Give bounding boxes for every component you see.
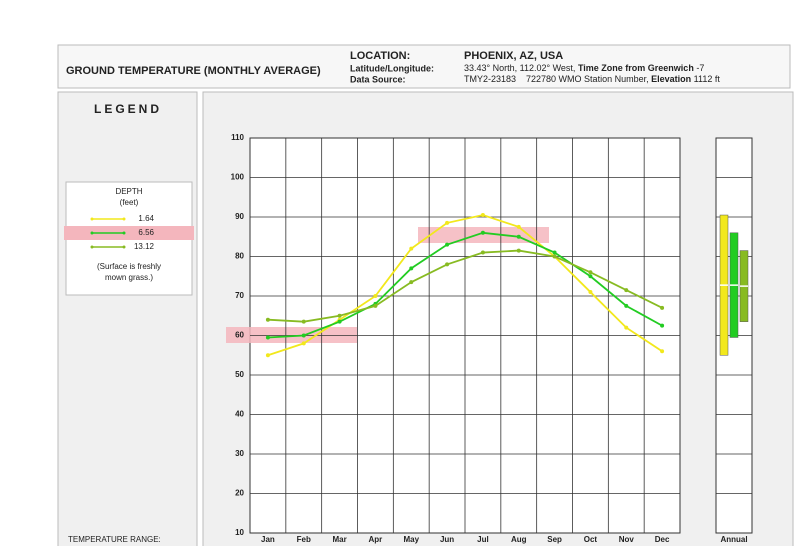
x-tick-label: Nov: [619, 535, 635, 544]
series-line: [267, 249, 663, 323]
point: [337, 313, 342, 318]
legend-swatch: [90, 245, 94, 249]
x-tick-label: Sep: [547, 535, 562, 544]
y-tick-label: 110: [231, 133, 244, 142]
source-label: Data Source:: [350, 74, 406, 84]
x-tick-label: Annual: [720, 535, 747, 544]
source: TMY2-23183 722780 WMO Station Number,: [464, 74, 649, 84]
header-box: [57, 44, 791, 89]
point: [409, 246, 414, 251]
x-tick-label: Dec: [655, 535, 670, 544]
location-label: LOCATION:: [350, 50, 410, 62]
source-line: TMY2-23183 722780 WMO Station Number, El…: [464, 74, 720, 84]
legend-unit: (feet): [120, 198, 139, 207]
legend-label: 13.12: [134, 242, 155, 251]
latlon-line: 33.43° North, 112.02° West, Time Zone fr…: [464, 63, 704, 73]
point: [480, 213, 485, 218]
legend-swatch: [90, 231, 94, 235]
highlight: [418, 227, 549, 243]
point: [301, 341, 306, 346]
point: [373, 294, 378, 298]
point: [265, 335, 270, 340]
point: [373, 303, 378, 308]
title: GROUND TEMPERATURE (MONTHLY AVERAGE): [66, 65, 321, 77]
point: [409, 266, 414, 271]
y-tick-label: 90: [235, 212, 244, 221]
point: [301, 333, 306, 338]
x-tick-label: Feb: [297, 535, 311, 544]
tz-value: -7: [696, 63, 704, 73]
legend-note: mown grass.): [105, 273, 153, 282]
elevation-label: Elevation: [651, 74, 691, 84]
y-tick-label: 20: [235, 489, 244, 498]
y-tick-label: 60: [235, 331, 244, 340]
point: [588, 270, 593, 275]
range-label: TEMPERATURE RANGE:: [68, 535, 161, 544]
point: [445, 220, 450, 225]
point: [301, 319, 306, 324]
location: PHOENIX, AZ, USA: [464, 50, 563, 62]
x-tick-label: Oct: [584, 535, 598, 544]
point: [409, 280, 414, 285]
point: [265, 317, 270, 322]
point: [265, 353, 270, 358]
highlight: [226, 327, 357, 343]
point: [588, 274, 593, 279]
y-tick-label: 50: [235, 370, 244, 379]
point: [480, 230, 485, 235]
series-line: [267, 231, 663, 339]
point: [552, 254, 557, 259]
legend-label: 1.64: [138, 214, 154, 223]
legend-swatch: [90, 217, 94, 221]
point: [516, 248, 521, 253]
point: [480, 250, 485, 255]
legend-title: LEGEND: [94, 102, 162, 116]
x-tick-label: Mar: [332, 535, 346, 544]
x-tick-label: Jan: [261, 535, 275, 544]
point: [588, 290, 593, 295]
point: [516, 224, 521, 229]
latlon: 33.43° North, 112.02° West,: [464, 63, 575, 73]
left-panel: [57, 91, 198, 551]
latlon-label: Latitude/Longitude:: [350, 63, 434, 73]
point: [660, 349, 665, 354]
legend-depth: DEPTH: [115, 187, 142, 196]
y-tick-label: 10: [235, 528, 244, 537]
x-tick-label: Aug: [511, 535, 527, 544]
tz-label: Time Zone from Greenwich: [578, 63, 694, 73]
legend-highlight: [64, 226, 194, 240]
x-tick-label: Jun: [440, 535, 454, 544]
x-tick-label: Jul: [477, 535, 489, 544]
point: [337, 319, 342, 324]
point: [516, 234, 521, 239]
legend-label: 6.56: [138, 228, 154, 237]
point: [660, 305, 665, 310]
elevation-value: 1112 ft: [694, 74, 721, 84]
point: [552, 250, 557, 255]
y-tick-label: 40: [235, 410, 244, 419]
x-tick-label: Apr: [369, 535, 383, 544]
point: [660, 323, 665, 328]
legend-swatch: [122, 231, 126, 235]
y-tick-label: 30: [235, 449, 244, 458]
y-tick-label: 70: [235, 291, 244, 300]
point: [624, 303, 629, 308]
legend-swatch: [122, 217, 126, 221]
x-tick-label: May: [403, 535, 419, 544]
y-tick-label: 80: [235, 252, 244, 261]
point: [624, 325, 629, 330]
y-tick-label: 100: [231, 173, 245, 182]
point: [445, 262, 450, 267]
point: [624, 288, 629, 293]
legend-note: (Surface is freshly: [97, 262, 161, 271]
point: [445, 242, 450, 247]
legend-swatch: [122, 245, 126, 249]
